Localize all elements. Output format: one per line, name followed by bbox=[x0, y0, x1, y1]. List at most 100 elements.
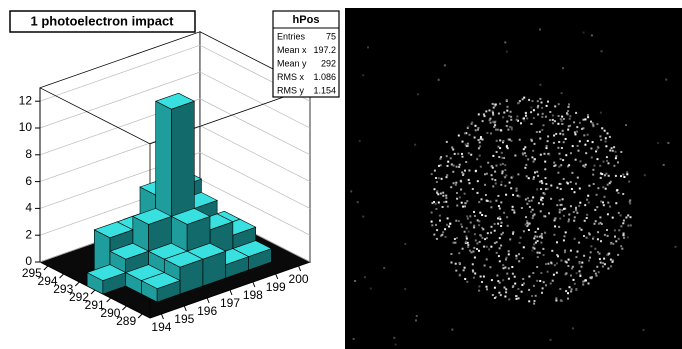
pixel bbox=[600, 50, 603, 53]
pixel bbox=[479, 137, 482, 140]
pixel bbox=[599, 176, 602, 179]
pixel bbox=[594, 272, 597, 275]
pixel bbox=[477, 139, 480, 141]
pixel bbox=[502, 264, 505, 267]
pixel bbox=[476, 242, 479, 245]
pixel bbox=[599, 221, 602, 224]
pixel bbox=[615, 202, 618, 205]
pixel bbox=[536, 235, 539, 238]
pixel bbox=[487, 161, 490, 164]
pixel bbox=[556, 204, 559, 207]
pixel bbox=[599, 164, 602, 167]
pixel bbox=[573, 237, 576, 240]
pixel bbox=[643, 174, 646, 177]
stats-value: 1.154 bbox=[313, 85, 336, 95]
pixel bbox=[489, 200, 492, 203]
pixel bbox=[500, 129, 503, 132]
pixel bbox=[480, 198, 483, 201]
pixel bbox=[538, 251, 541, 254]
y-tick-label: 291 bbox=[85, 298, 105, 312]
pixel bbox=[515, 295, 518, 298]
pixel bbox=[356, 201, 359, 204]
pixel bbox=[609, 242, 612, 245]
pixel bbox=[596, 206, 599, 209]
z-tick-label: 0 bbox=[25, 254, 32, 268]
pixel bbox=[463, 192, 466, 195]
pixel bbox=[461, 247, 464, 250]
pixel bbox=[467, 178, 470, 181]
pixel bbox=[554, 217, 557, 220]
pixel bbox=[571, 267, 573, 270]
pixel bbox=[467, 244, 470, 246]
pixel bbox=[505, 288, 508, 291]
pixel bbox=[587, 282, 590, 285]
pixel bbox=[358, 140, 361, 143]
pixel bbox=[532, 117, 535, 120]
pixel bbox=[537, 227, 540, 230]
pixel bbox=[579, 160, 582, 163]
pixel bbox=[565, 261, 568, 264]
pixel bbox=[446, 223, 449, 226]
pixel bbox=[443, 64, 446, 67]
pixel bbox=[621, 247, 624, 250]
pixel bbox=[544, 177, 547, 179]
pixel bbox=[436, 229, 439, 232]
pixel bbox=[586, 139, 589, 142]
pixel bbox=[590, 245, 593, 248]
pixel bbox=[599, 261, 602, 264]
pixel bbox=[540, 188, 543, 190]
pixel bbox=[505, 145, 508, 148]
pixel bbox=[614, 157, 617, 160]
pixel bbox=[613, 146, 616, 149]
pixel bbox=[526, 225, 529, 228]
pixel bbox=[524, 166, 527, 169]
pixel bbox=[582, 164, 585, 167]
pixel bbox=[531, 249, 534, 252]
pixel bbox=[576, 211, 579, 214]
pixel bbox=[532, 176, 535, 179]
grid-line bbox=[39, 98, 311, 156]
pixel bbox=[575, 206, 577, 209]
pixel bbox=[547, 135, 550, 138]
pixel bbox=[485, 172, 488, 175]
pixel bbox=[555, 299, 558, 302]
pixel bbox=[465, 145, 468, 148]
pixel bbox=[354, 280, 357, 282]
pixel bbox=[536, 188, 539, 191]
pixel bbox=[555, 271, 558, 274]
pixel bbox=[435, 181, 438, 183]
pixel bbox=[502, 140, 505, 142]
pixel bbox=[618, 229, 621, 232]
pixel bbox=[498, 247, 501, 250]
pixel bbox=[485, 245, 488, 248]
pixel bbox=[490, 279, 493, 282]
pixel bbox=[553, 233, 556, 236]
pixel bbox=[527, 158, 530, 161]
pixel bbox=[588, 232, 590, 235]
pixel bbox=[562, 141, 565, 144]
pixel bbox=[492, 113, 495, 116]
y-tick bbox=[74, 281, 80, 287]
pixel bbox=[460, 180, 463, 183]
pixel bbox=[615, 155, 618, 158]
pixel bbox=[590, 147, 593, 150]
pixel bbox=[445, 176, 448, 179]
pixel bbox=[582, 280, 585, 283]
pixel bbox=[551, 114, 554, 117]
pixel bbox=[460, 201, 463, 204]
pixel bbox=[504, 266, 507, 269]
pixel bbox=[545, 104, 548, 107]
pixel bbox=[540, 241, 543, 244]
pixel bbox=[574, 158, 577, 161]
pixel bbox=[617, 237, 620, 240]
pixel bbox=[363, 276, 366, 279]
pixel bbox=[570, 288, 573, 291]
pixel bbox=[483, 115, 486, 118]
pixel bbox=[445, 194, 448, 197]
pixel bbox=[541, 236, 544, 239]
pixel bbox=[494, 179, 497, 182]
pixel bbox=[463, 230, 466, 233]
pixel bbox=[482, 275, 485, 278]
pixel bbox=[602, 262, 605, 265]
pixel bbox=[528, 98, 531, 101]
